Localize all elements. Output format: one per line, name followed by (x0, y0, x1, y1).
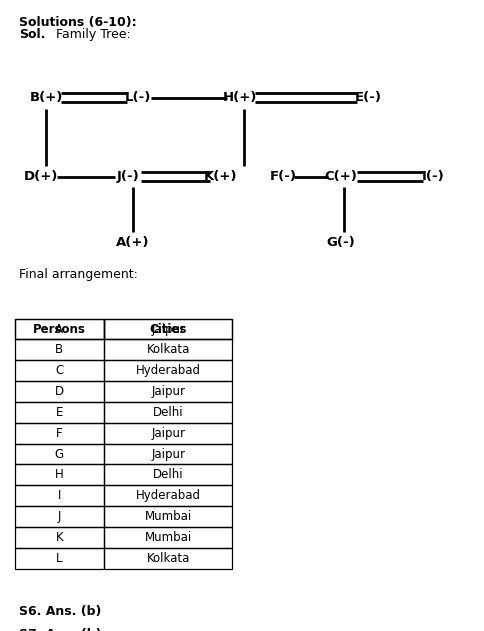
Text: L: L (56, 551, 62, 565)
Text: Family Tree:: Family Tree: (52, 28, 131, 42)
Text: I(-): I(-) (422, 170, 445, 183)
Text: Jaipur: Jaipur (151, 447, 185, 461)
Bar (15, 444, 104, 464)
Text: C(+): C(+) (325, 170, 358, 183)
Text: K(+): K(+) (203, 170, 237, 183)
Text: Kolkata: Kolkata (147, 551, 190, 565)
Bar (15, 319, 104, 339)
Bar (104, 381, 232, 402)
Bar (15, 402, 104, 423)
Bar (15, 360, 104, 381)
Text: F(-): F(-) (270, 170, 297, 183)
Bar (15, 381, 104, 402)
Text: Delhi: Delhi (153, 468, 183, 481)
Text: B(+): B(+) (30, 91, 62, 104)
Text: G: G (55, 447, 64, 461)
Bar (104, 444, 232, 464)
Bar (15, 464, 104, 485)
Text: D: D (55, 385, 64, 398)
Text: J: J (58, 510, 61, 523)
Bar (15, 423, 104, 444)
Text: Jaipur: Jaipur (151, 322, 185, 336)
Text: S6. Ans. (b): S6. Ans. (b) (19, 605, 102, 618)
Text: Cities: Cities (150, 322, 187, 336)
Text: A(+): A(+) (116, 237, 150, 249)
Bar (15, 527, 104, 548)
Text: F: F (56, 427, 62, 440)
Bar (104, 339, 232, 360)
Bar (104, 423, 232, 444)
Bar (104, 360, 232, 381)
Text: B: B (55, 343, 63, 357)
Bar (15, 506, 104, 527)
Bar (15, 548, 104, 569)
Bar (15, 319, 104, 339)
Text: K: K (56, 531, 63, 544)
Text: Jaipur: Jaipur (151, 427, 185, 440)
Bar (104, 548, 232, 569)
Text: G(-): G(-) (327, 237, 356, 249)
Text: Hyderabad: Hyderabad (136, 364, 201, 377)
Text: Mumbai: Mumbai (145, 531, 192, 544)
Text: Solutions (6-10):: Solutions (6-10): (19, 16, 137, 29)
Text: E(-): E(-) (354, 91, 381, 104)
Text: E: E (56, 406, 63, 419)
Bar (104, 485, 232, 506)
Bar (15, 339, 104, 360)
Bar (104, 464, 232, 485)
Text: C: C (55, 364, 63, 377)
Text: D(+): D(+) (24, 170, 59, 183)
Bar (104, 319, 232, 339)
Text: Hyderabad: Hyderabad (136, 489, 201, 502)
Text: I: I (58, 489, 61, 502)
Text: Persons: Persons (33, 322, 86, 336)
Text: Kolkata: Kolkata (147, 343, 190, 357)
Text: H: H (55, 468, 64, 481)
Bar (104, 506, 232, 527)
Text: Delhi: Delhi (153, 406, 183, 419)
Text: S7. Ans. (b): S7. Ans. (b) (19, 628, 102, 631)
Text: L(-): L(-) (125, 91, 151, 104)
Bar (15, 485, 104, 506)
Text: Sol.: Sol. (19, 28, 45, 42)
Text: H(+): H(+) (222, 91, 257, 104)
Text: Jaipur: Jaipur (151, 385, 185, 398)
Text: J(-): J(-) (117, 170, 140, 183)
Bar (104, 402, 232, 423)
Bar (104, 319, 232, 339)
Text: Final arrangement:: Final arrangement: (19, 268, 138, 281)
Text: Mumbai: Mumbai (145, 510, 192, 523)
Bar (104, 527, 232, 548)
Text: A: A (55, 322, 63, 336)
